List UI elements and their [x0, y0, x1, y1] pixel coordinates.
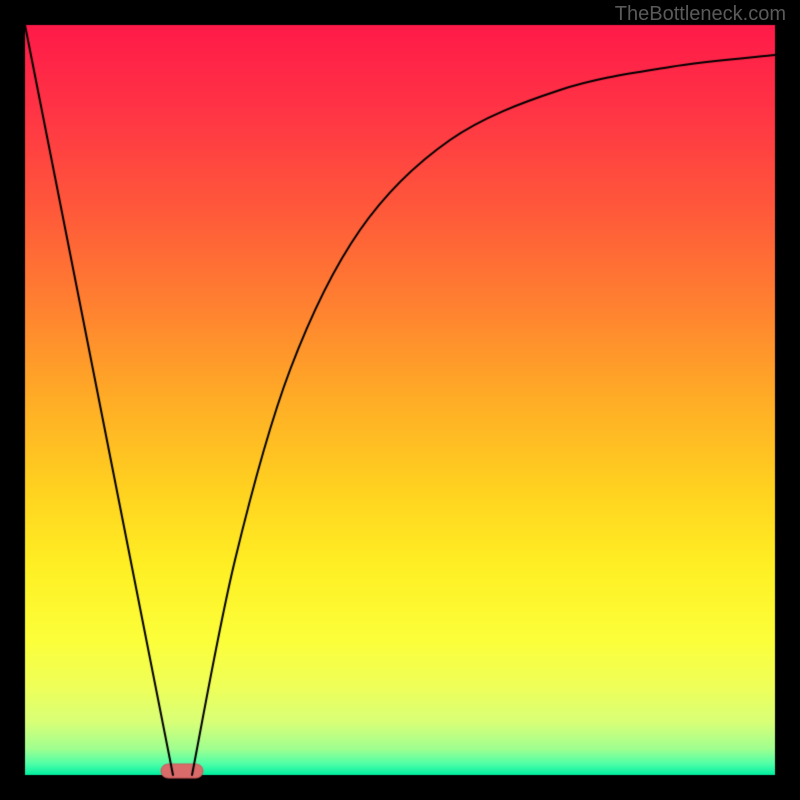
watermark-text: TheBottleneck.com	[615, 3, 786, 26]
bottleneck-chart-canvas	[0, 0, 800, 800]
chart-container: TheBottleneck.com	[0, 0, 800, 800]
